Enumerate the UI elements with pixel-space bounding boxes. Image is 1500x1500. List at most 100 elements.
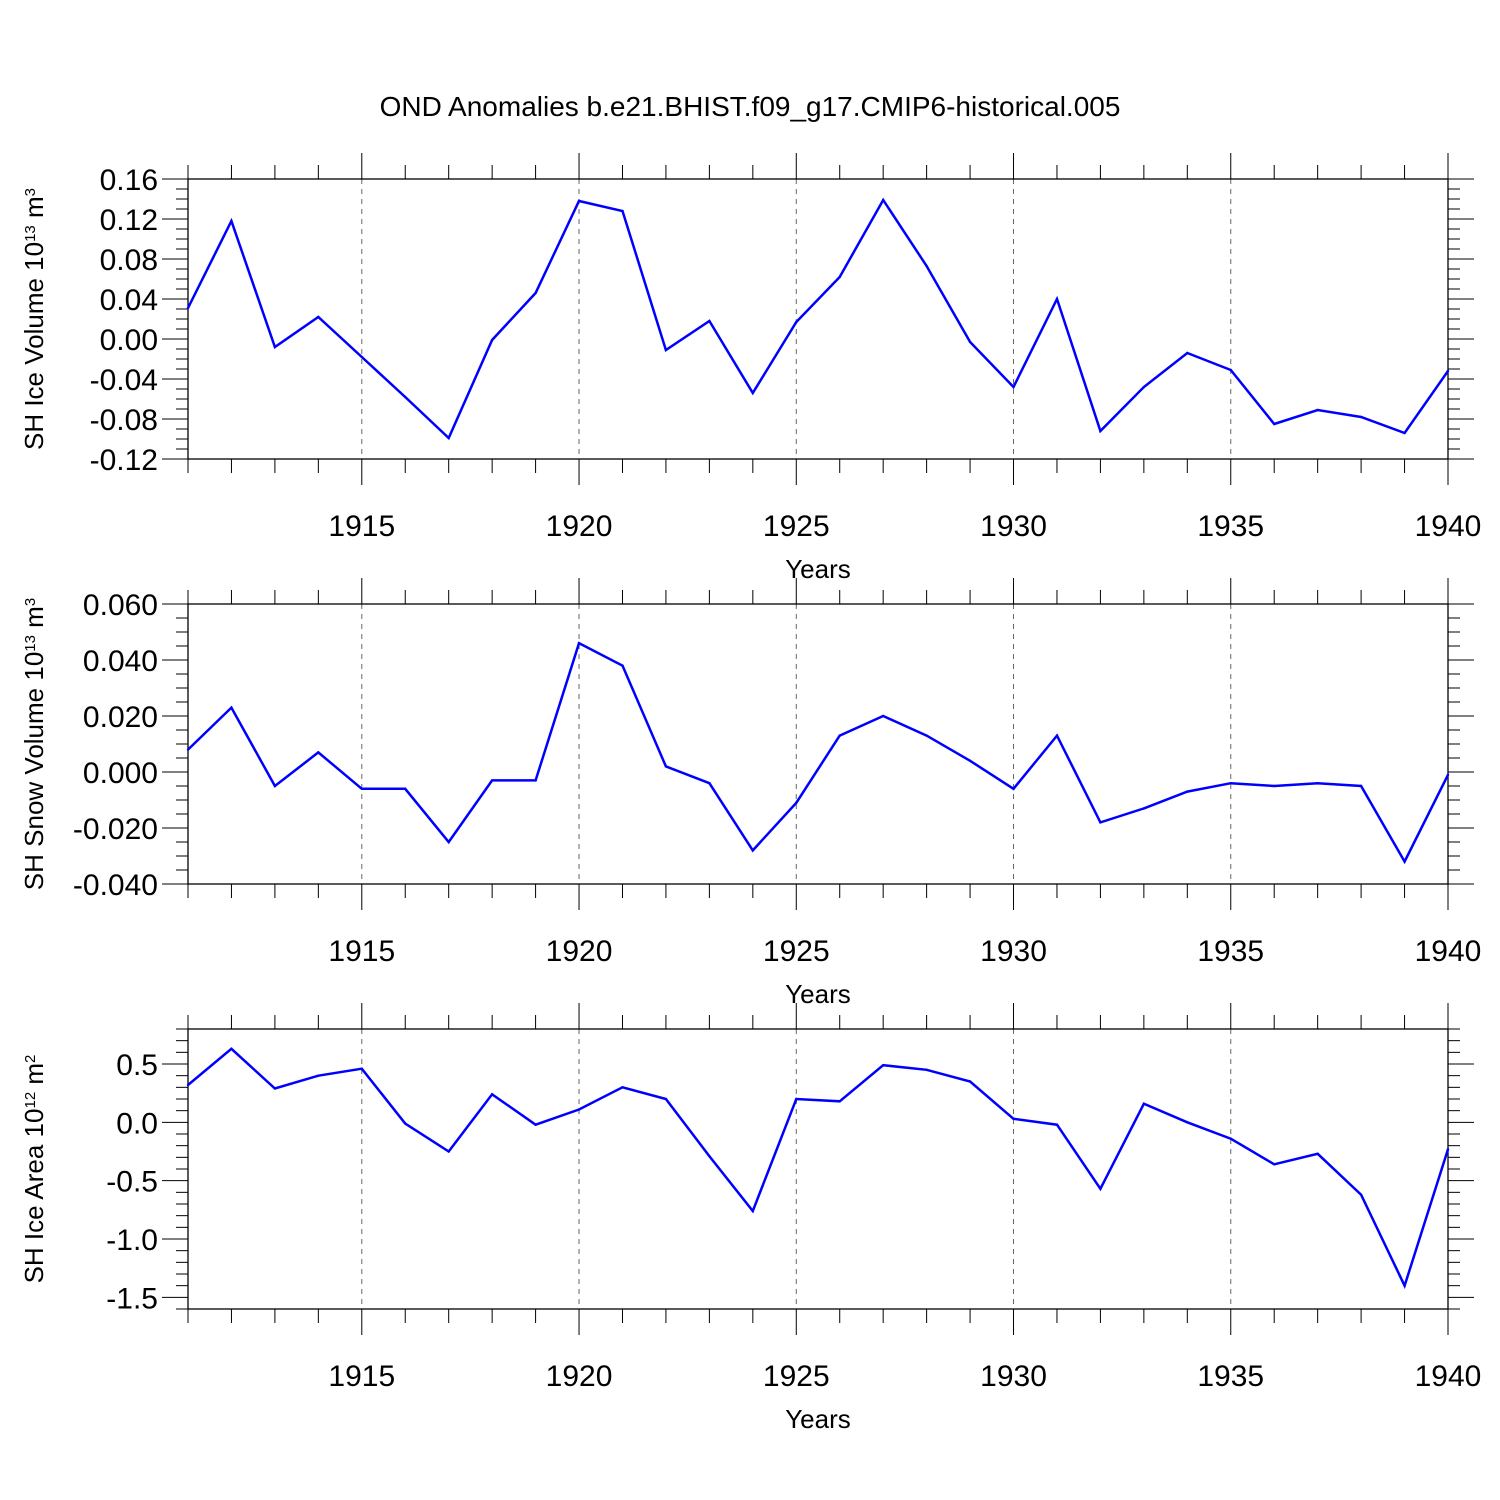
x-axis-label: Years xyxy=(785,1404,851,1434)
data-point xyxy=(925,734,928,737)
data-point xyxy=(447,1150,450,1153)
x-tick-label: 1925 xyxy=(763,510,830,543)
data-point xyxy=(490,779,494,782)
y-axis-label-part: m xyxy=(19,606,49,635)
y-tick-label: -0.04 xyxy=(90,364,158,397)
data-point xyxy=(447,436,450,440)
data-point xyxy=(664,765,668,768)
y-axis-label-part: 3 xyxy=(22,598,39,606)
data-series-line xyxy=(186,197,1450,441)
data-point xyxy=(577,642,581,645)
y-axis-label-part: 3 xyxy=(22,188,39,196)
data-point xyxy=(230,706,233,709)
data-point xyxy=(1403,431,1406,435)
x-tick-label: 1930 xyxy=(980,935,1047,968)
x-tick-label: 1915 xyxy=(328,510,395,543)
data-point xyxy=(795,320,798,324)
data-point xyxy=(404,787,407,790)
data-point xyxy=(186,748,190,751)
y-tick-label: 0.04 xyxy=(100,284,158,317)
data-point xyxy=(881,1063,885,1067)
data-point xyxy=(404,1122,407,1125)
data-point xyxy=(1446,773,1450,776)
data-point xyxy=(968,759,972,762)
data-point xyxy=(1359,784,1363,788)
y-axis-label: SH Snow Volume 1013 m3 xyxy=(19,598,49,890)
data-point xyxy=(664,1097,668,1101)
data-point xyxy=(1403,860,1406,863)
data-point xyxy=(925,1068,928,1072)
y-axis-label-part: 13 xyxy=(22,635,39,652)
data-point xyxy=(968,1080,972,1083)
plot-frame xyxy=(187,603,1449,885)
data-point xyxy=(1055,734,1059,737)
x-tick-label: 1915 xyxy=(328,935,395,968)
data-point xyxy=(1099,821,1102,824)
data-point xyxy=(1359,1193,1363,1196)
data-point xyxy=(621,1086,624,1089)
x-axis-label: Years xyxy=(785,554,851,584)
data-point xyxy=(1273,422,1276,426)
x-tick-label: 1940 xyxy=(1415,510,1482,543)
x-tick-label: 1925 xyxy=(763,1360,830,1393)
x-tick-label: 1930 xyxy=(980,1360,1047,1393)
data-point xyxy=(751,391,755,395)
data-point xyxy=(795,801,798,804)
y-tick-label: 0.16 xyxy=(100,164,158,197)
data-point xyxy=(1142,1102,1146,1105)
data-point xyxy=(534,291,537,295)
data-point xyxy=(1186,1121,1189,1124)
y-tick-label: -0.020 xyxy=(73,813,158,846)
y-tick-label: -0.08 xyxy=(90,404,158,437)
data-point xyxy=(1099,429,1102,433)
data-point xyxy=(1359,415,1363,419)
x-tick-label: 1930 xyxy=(980,510,1047,543)
plot-frame xyxy=(187,1028,1449,1310)
data-point xyxy=(1273,784,1276,788)
data-point xyxy=(404,395,407,399)
data-point xyxy=(1012,385,1015,389)
data-point xyxy=(577,1108,581,1111)
data-point xyxy=(1099,1187,1102,1191)
data-point xyxy=(1055,1123,1059,1126)
data-point xyxy=(795,1097,798,1101)
y-axis-label-part: SH Ice Area 10 xyxy=(19,1109,49,1284)
y-tick-label: 0.00 xyxy=(100,324,158,357)
data-point xyxy=(838,734,841,737)
data-point xyxy=(708,782,711,785)
chart-panel-1: 0.16 0.12 0.08 0.04 0.00 -0.04 -0.08 -0.12 1915 1… xyxy=(19,153,1481,584)
y-tick-label: 0.0 xyxy=(116,1107,158,1140)
data-point xyxy=(881,714,885,718)
data-point xyxy=(1273,1163,1276,1166)
data-point xyxy=(838,1100,841,1103)
y-tick-label: 0.5 xyxy=(116,1049,158,1082)
y-tick-label: -0.5 xyxy=(106,1166,158,1199)
y-tick-label: 0.040 xyxy=(83,645,158,678)
data-point xyxy=(534,779,537,782)
x-tick-label: 1935 xyxy=(1197,510,1264,543)
data-point xyxy=(838,275,841,279)
y-axis-label-part: m xyxy=(19,1063,49,1092)
plot-frame xyxy=(187,178,1449,460)
data-point xyxy=(664,348,668,352)
data-point xyxy=(317,751,320,754)
data-point xyxy=(490,338,494,342)
data-point xyxy=(273,784,277,788)
data-point xyxy=(968,340,972,344)
data-point xyxy=(577,199,581,203)
data-point xyxy=(1055,297,1059,301)
y-tick-label: 0.020 xyxy=(83,701,158,734)
y-axis-label-part: m xyxy=(19,196,49,225)
data-point xyxy=(1229,368,1232,372)
chart-panel-2: 0.060 0.040 0.020 0.000 -0.020 -0.040 1915 1920… xyxy=(19,578,1481,1009)
y-axis-label-part: SH Ice Volume 10 xyxy=(19,242,49,450)
data-point xyxy=(1316,782,1319,785)
y-tick-label: -1.0 xyxy=(106,1224,158,1257)
x-tick-label: 1940 xyxy=(1415,1360,1482,1393)
y-axis-label: SH Ice Area 1012 m2 xyxy=(19,1055,49,1284)
data-point xyxy=(186,306,190,310)
data-point xyxy=(751,849,755,852)
x-tick-label: 1920 xyxy=(546,935,613,968)
data-point xyxy=(317,1074,320,1077)
x-tick-label: 1940 xyxy=(1415,935,1482,968)
